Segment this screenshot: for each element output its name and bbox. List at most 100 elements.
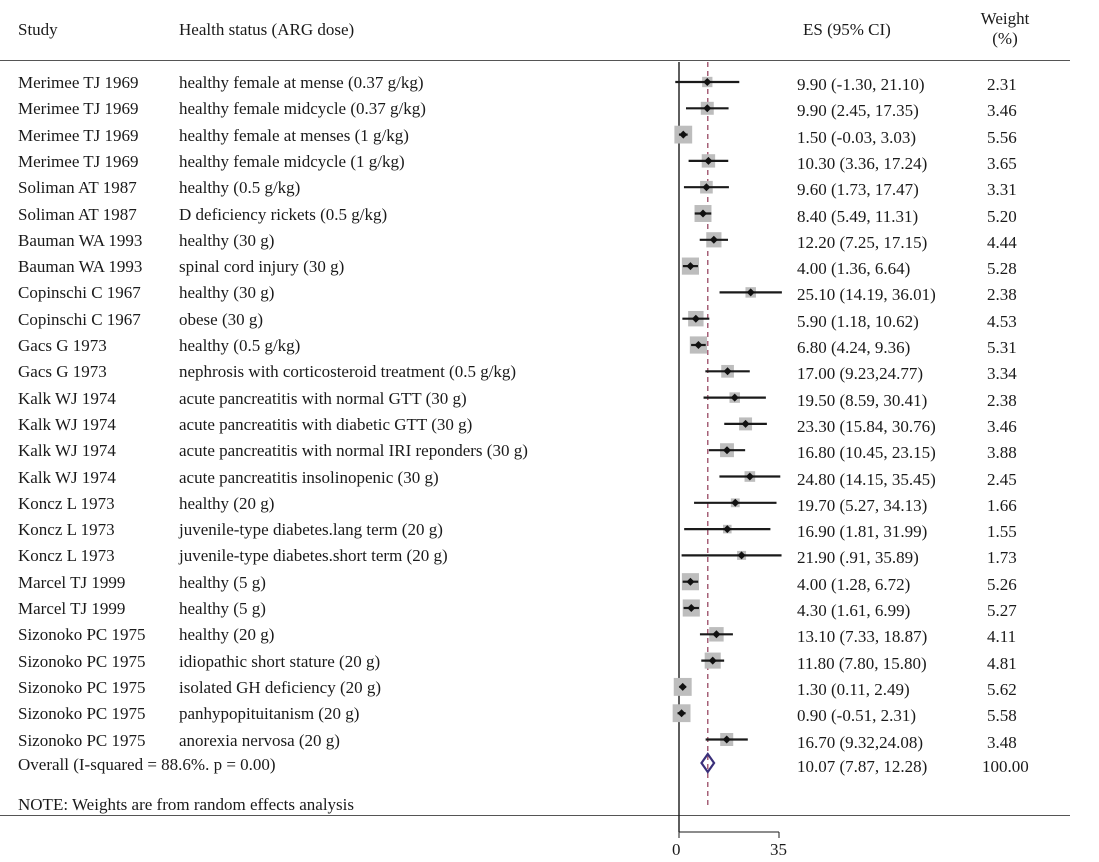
- health-status: anorexia nervosa (20 g): [179, 730, 340, 750]
- health-status: healthy female at menses (1 g/kg): [179, 125, 409, 145]
- overall-label: Overall (I-squared = 88.6%. p = 0.00): [18, 755, 276, 774]
- point-estimate: [730, 393, 739, 402]
- study-name: Sizonoko PC 1975: [18, 651, 146, 671]
- study-name: Kalk WJ 1974: [18, 414, 116, 434]
- study-name: Soliman AT 1987: [18, 178, 137, 198]
- x-tick-label-0: 0: [672, 840, 681, 859]
- point-estimate: [741, 419, 750, 428]
- study-name: Merimee TJ 1969: [18, 99, 139, 119]
- study-name: Gacs G 1973: [18, 362, 107, 382]
- health-status: healthy (20 g): [179, 493, 275, 513]
- point-estimate: [708, 656, 717, 665]
- header-health-status: Health status (ARG dose): [179, 20, 355, 39]
- point-estimate: [722, 446, 731, 455]
- point-estimate: [698, 209, 707, 218]
- point-estimate: [687, 604, 696, 612]
- overall-weight: 100.00: [982, 757, 1029, 776]
- weight-value: 3.48: [987, 732, 1017, 752]
- weight-value: 5.27: [987, 601, 1017, 620]
- study-name: Copinschi C 1967: [18, 283, 141, 303]
- study-name: Soliman AT 1987: [18, 204, 137, 224]
- study-name: Bauman WA 1993: [18, 230, 143, 250]
- header-weight-line2: (%): [992, 29, 1018, 48]
- effect-size: 16.80 (10.45, 23.15): [797, 443, 936, 463]
- effect-size: 17.00 (9.23,24.77): [797, 364, 924, 384]
- point-estimate: [737, 551, 746, 560]
- study-name: Copinschi C 1967: [18, 309, 141, 329]
- health-status: healthy (5 g): [179, 599, 266, 618]
- point-estimate: [723, 525, 732, 534]
- footer-rule: [0, 815, 1070, 816]
- effect-size: 9.90 (2.45, 17.35): [797, 101, 919, 121]
- effect-size: 4.00 (1.36, 6.64): [797, 259, 911, 279]
- weight-value: 3.65: [987, 153, 1017, 173]
- study-name: Gacs G 1973: [18, 336, 107, 355]
- weight-value: 2.38: [987, 390, 1017, 410]
- study-name: Kalk WJ 1974: [18, 388, 116, 408]
- effect-size: 8.40 (5.49, 11.31): [797, 206, 919, 226]
- point-estimate: [702, 183, 711, 192]
- health-status: healthy (5 g): [179, 572, 266, 592]
- study-name: Marcel TJ 1999: [18, 599, 126, 618]
- point-estimate: [709, 235, 718, 244]
- effect-size: 5.90 (1.18, 10.62): [797, 311, 919, 331]
- weight-value: 5.62: [987, 679, 1017, 699]
- effect-size: 4.00 (1.28, 6.72): [797, 574, 911, 594]
- health-status: healthy female midcycle (1 g/kg): [179, 151, 405, 171]
- header-study: Study: [18, 20, 58, 39]
- study-name: Sizonoko PC 1975: [18, 730, 146, 750]
- weight-value: 1.55: [987, 522, 1017, 542]
- health-status: nephrosis with corticosteroid treatment …: [179, 362, 517, 382]
- point-estimate: [731, 498, 740, 507]
- study-name: Kalk WJ 1974: [18, 467, 116, 487]
- weight-value: 4.11: [987, 627, 1017, 647]
- weight-value: 5.31: [987, 338, 1017, 357]
- health-status: acute pancreatitis with diabetic GTT (30…: [179, 414, 473, 434]
- effect-size: 23.30 (15.84, 30.76): [797, 416, 936, 436]
- effect-size: 4.30 (1.61, 6.99): [797, 601, 911, 620]
- health-status: acute pancreatitis with normal GTT (30 g…: [179, 388, 467, 408]
- health-status: obese (30 g): [179, 309, 264, 329]
- weight-value: 3.46: [987, 416, 1017, 436]
- point-estimate: [694, 341, 703, 349]
- weight-value: 4.44: [987, 232, 1017, 252]
- point-estimate: [677, 709, 686, 718]
- header-weight-line1: Weight: [980, 9, 1030, 28]
- header-rule: [0, 60, 1070, 61]
- health-status: healthy (30 g): [179, 230, 275, 250]
- study-name: Kalk WJ 1974: [18, 441, 116, 461]
- point-estimate: [691, 314, 700, 323]
- health-status: panhypopituitanism (20 g): [179, 704, 360, 724]
- study-name: Koncz L 1973: [18, 546, 115, 566]
- effect-size: 9.90 (-1.30, 21.10): [797, 75, 925, 94]
- study-name: Bauman WA 1993: [18, 257, 143, 277]
- effect-size: 16.90 (1.81, 31.99): [797, 522, 928, 542]
- weight-value: 5.20: [987, 206, 1017, 226]
- effect-size: 6.80 (4.24, 9.36): [797, 338, 911, 357]
- health-status: idiopathic short stature (20 g): [179, 651, 381, 671]
- effect-size: 9.60 (1.73, 17.47): [797, 180, 919, 200]
- point-estimate: [678, 682, 687, 691]
- weight-value: 1.66: [987, 495, 1017, 515]
- weight-value: 4.53: [987, 311, 1017, 331]
- point-estimate: [703, 78, 712, 86]
- point-estimate: [723, 367, 732, 376]
- header-es: ES (95% CI): [803, 20, 891, 39]
- weight-value: 5.58: [987, 706, 1017, 726]
- point-estimate: [704, 156, 713, 165]
- health-status: healthy (0.5 g/kg): [179, 336, 301, 355]
- x-tick-label-35: 35: [770, 840, 787, 859]
- point-estimate: [745, 472, 754, 481]
- effect-size: 25.10 (14.19, 36.01): [797, 285, 936, 305]
- weight-value: 5.28: [987, 259, 1017, 279]
- study-name: Koncz L 1973: [18, 493, 115, 513]
- health-status: isolated GH deficiency (20 g): [179, 677, 382, 697]
- weight-value: 2.45: [987, 469, 1017, 489]
- effect-size: 12.20 (7.25, 17.15): [797, 232, 928, 252]
- study-name: Sizonoko PC 1975: [18, 677, 146, 697]
- health-status: healthy (20 g): [179, 625, 275, 645]
- weight-value: 4.81: [987, 653, 1017, 673]
- overall-es: 10.07 (7.87, 12.28): [797, 757, 928, 776]
- health-status: healthy female at mense (0.37 g/kg): [179, 73, 424, 92]
- weight-value: 2.31: [987, 75, 1017, 94]
